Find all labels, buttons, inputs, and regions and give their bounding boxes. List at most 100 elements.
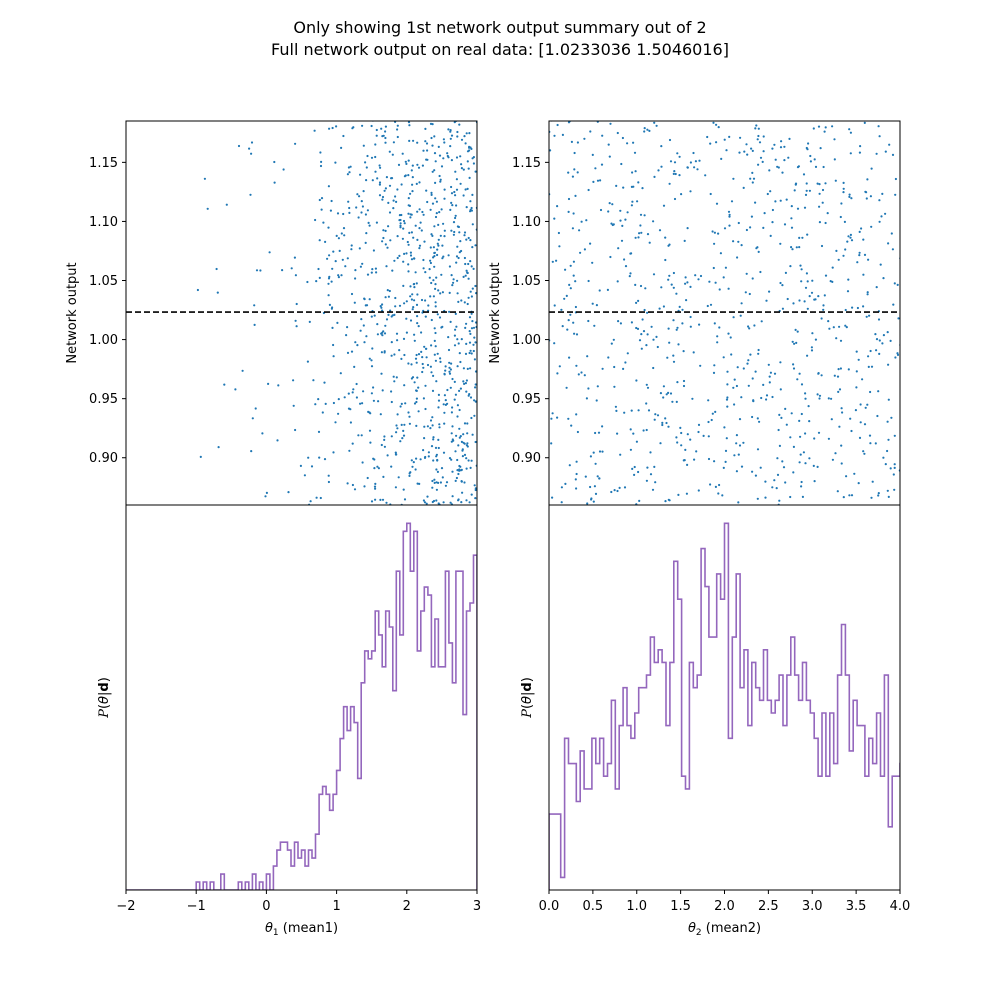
scatter-point xyxy=(458,427,461,430)
scatter-point xyxy=(237,144,241,148)
scatter-point xyxy=(756,448,760,451)
scatter-point xyxy=(390,341,393,344)
scatter-point xyxy=(473,358,476,361)
scatter-point xyxy=(433,327,436,330)
scatter-point xyxy=(638,339,642,342)
scatter-point xyxy=(309,500,312,503)
scatter-point xyxy=(370,500,374,503)
scatter-point xyxy=(806,354,809,357)
scatter-point xyxy=(594,492,598,495)
scatter-point xyxy=(653,418,656,421)
scatter-point xyxy=(725,437,728,440)
scatter-point xyxy=(665,393,668,396)
scatter-point xyxy=(276,439,279,442)
scatter-point xyxy=(601,367,604,370)
scatter-point xyxy=(442,138,445,141)
scatter-point xyxy=(858,436,862,439)
scatter-point xyxy=(733,403,736,406)
scatter-point xyxy=(691,397,694,400)
scatter-point xyxy=(407,270,410,273)
scatter-point xyxy=(321,411,324,414)
scatter-point xyxy=(889,467,892,470)
scatter-point xyxy=(357,434,360,437)
scatter-point xyxy=(434,160,437,163)
scatter-point xyxy=(755,124,758,127)
scatter-point xyxy=(706,304,709,308)
scatter-point xyxy=(827,397,830,400)
scatter-point xyxy=(376,465,379,468)
scatter-point xyxy=(318,456,321,459)
scatter-point xyxy=(645,383,648,386)
scatter-point xyxy=(422,149,425,152)
scatter-point xyxy=(374,118,376,120)
x-tick-label: 3.5 xyxy=(846,899,867,914)
scatter-point xyxy=(443,188,446,191)
scatter-point xyxy=(468,341,472,344)
scatter-point xyxy=(732,240,735,243)
scatter-point xyxy=(370,315,373,318)
scatter-point xyxy=(642,330,646,333)
scatter-point xyxy=(706,135,709,139)
scatter-point xyxy=(869,442,872,445)
scatter-point xyxy=(390,117,392,119)
scatter-point xyxy=(616,280,619,283)
scatter-point xyxy=(765,299,768,302)
scatter-point xyxy=(762,150,765,153)
scatter-point xyxy=(779,199,782,202)
scatter-point xyxy=(410,298,413,301)
scatter-point xyxy=(373,467,376,470)
scatter-point xyxy=(565,386,568,389)
scatter-point xyxy=(716,341,719,344)
scatter-point xyxy=(332,451,335,454)
scatter-point xyxy=(897,317,900,320)
scatter-point xyxy=(697,278,700,281)
scatter-point xyxy=(560,501,563,504)
scatter-point xyxy=(662,204,666,207)
scatter-point xyxy=(583,374,586,377)
scatter-point xyxy=(331,306,334,309)
scatter-point xyxy=(877,318,881,321)
scatter-point xyxy=(609,122,612,125)
scatter-point xyxy=(813,437,816,440)
scatter-point xyxy=(709,303,713,306)
scatter-point xyxy=(793,189,796,192)
scatter-point xyxy=(424,384,427,387)
scatter-point xyxy=(713,460,716,463)
scatter-point xyxy=(711,412,714,415)
scatter-point xyxy=(450,362,453,365)
scatter-point xyxy=(789,265,792,268)
scatter-point xyxy=(447,336,450,339)
scatter-point xyxy=(631,200,634,203)
scatter-points xyxy=(549,121,900,505)
scatter-point xyxy=(415,282,418,285)
scatter-point xyxy=(474,370,477,373)
scatter-point xyxy=(390,465,393,468)
scatter-point xyxy=(659,392,663,395)
scatter-point xyxy=(370,156,374,159)
scatter-point xyxy=(287,491,290,494)
scatter-point xyxy=(730,200,734,203)
scatter-point xyxy=(223,383,226,386)
scatter-point xyxy=(470,265,473,268)
scatter-point xyxy=(587,387,590,390)
scatter-point xyxy=(377,400,380,403)
scatter-point xyxy=(759,156,763,159)
scatter-point xyxy=(437,145,440,148)
scatter-point xyxy=(675,400,678,403)
scatter-point xyxy=(837,390,840,393)
scatter-point xyxy=(884,212,887,215)
scatter-point xyxy=(884,463,887,466)
scatter-point xyxy=(359,173,362,176)
scatter-point xyxy=(463,135,466,138)
scatter-point xyxy=(319,151,322,154)
scatter-point xyxy=(742,367,745,370)
scatter-point xyxy=(682,350,685,353)
scatter-point xyxy=(456,225,459,228)
scatter-point xyxy=(320,197,324,200)
scatter-point xyxy=(824,182,827,185)
scatter-point xyxy=(458,408,461,412)
scatter-point xyxy=(396,128,399,131)
scatter-point xyxy=(727,287,730,290)
scatter-point xyxy=(381,135,384,138)
